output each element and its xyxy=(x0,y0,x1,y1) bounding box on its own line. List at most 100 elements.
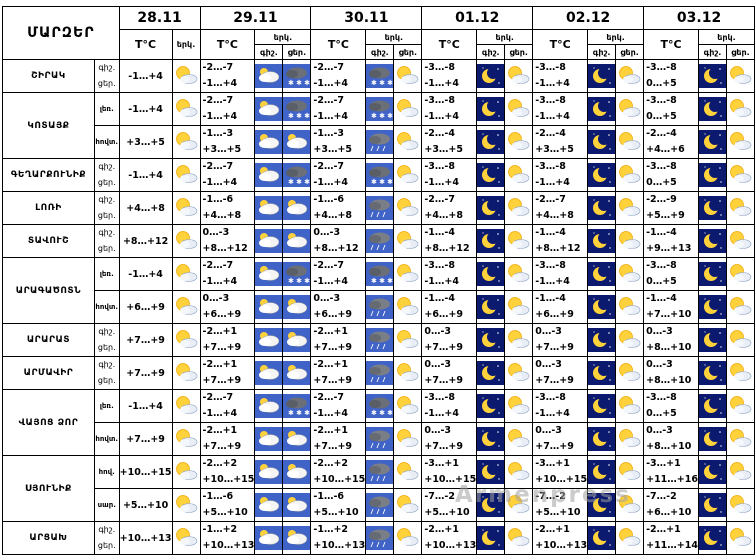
moon-icon xyxy=(477,64,504,88)
night-temp: -1…-4 xyxy=(535,293,566,304)
sun-cloud-icon xyxy=(616,262,643,286)
moon-icon xyxy=(588,493,615,517)
sun-cloud-icon xyxy=(394,460,421,484)
weather-icon-cell: ✱ ✱ ✱ xyxy=(282,389,312,423)
day-header: ցեր. xyxy=(725,44,755,60)
night-temp: -3…+1 xyxy=(535,458,570,469)
moon-icon xyxy=(477,526,504,550)
weather-icon-cell xyxy=(171,323,201,357)
night-temp: -2…-4 xyxy=(424,128,455,139)
temperature-range: -1…-3 +3…+5 xyxy=(199,125,256,159)
table-row: ԿՈՏԱՅՔ լեռ. -1…+4 -2…-7 -1…+4 ✱ ✱ ✱ -2…-7 -1…+4… xyxy=(2,92,755,159)
temp-header: T°C xyxy=(118,29,173,60)
weather-icon-cell xyxy=(171,92,201,126)
weather-icon-cell xyxy=(171,389,201,423)
sun-cloud-icon xyxy=(616,493,643,517)
weather-icon-cell xyxy=(504,125,534,159)
weather-icon-cell xyxy=(697,488,727,522)
cloud-sun-icon xyxy=(255,394,282,418)
weather-icon-cell: ✱ ✱ ✱ xyxy=(365,158,395,192)
sun-cloud-icon xyxy=(394,97,421,121)
subregion-label: հով. xyxy=(93,455,120,489)
night-temp: -1…-6 xyxy=(202,491,234,502)
temperature-range: -3…-8 -1…+4 xyxy=(421,59,478,93)
sun-cloud-icon xyxy=(173,64,200,88)
weather-icon-cell xyxy=(697,224,727,258)
day-temp: -1…+4 xyxy=(535,78,570,89)
moon-icon xyxy=(699,394,726,418)
temperature-range: -1…-4 +6…+9 xyxy=(532,290,589,324)
weather-icon-cell: ✱ ✱ ✱ xyxy=(365,257,395,291)
temperature-range: -7…-2 +5…+10 xyxy=(421,488,478,522)
svg-text:✱ ✱ ✱: ✱ ✱ ✱ xyxy=(288,409,310,417)
night-temp: -3…-8 xyxy=(646,62,677,73)
night-temp: -1…-4 xyxy=(646,293,677,304)
weather-icon-cell xyxy=(504,257,534,291)
temperature-range: 0…-3 +7…+9 xyxy=(532,422,589,456)
night-temp: -1…-3 xyxy=(313,128,344,139)
sky-header: երկ. xyxy=(697,29,755,45)
cloud-sun-icon xyxy=(283,361,310,385)
cloud-sun-icon xyxy=(283,427,310,451)
sun-cloud-icon xyxy=(173,295,200,319)
night-temp: -2…-7 xyxy=(424,194,455,205)
night-header: գիշ. xyxy=(697,44,727,60)
day-temp: -1…+4 xyxy=(424,111,459,122)
weather-icon-cell xyxy=(254,323,284,357)
weather-icon-cell xyxy=(587,323,617,357)
weather-icon-cell xyxy=(393,356,423,390)
date-header: 03.12 xyxy=(643,6,755,30)
weather-icon-cell xyxy=(476,422,506,456)
temperature-range: -2…+1 +10…+13 xyxy=(421,521,478,555)
temperature-range: -2…-4 +3…+5 xyxy=(532,125,589,159)
day-temp: -1…+4 xyxy=(424,177,459,188)
table-row: հովտ. +3…+5 -1…-3 +3…+5 -1…-3 +3…+5 -2…-4 +3…+5… xyxy=(3,125,755,159)
night-temp: 0…-3 xyxy=(535,359,562,370)
weather-icon-cell xyxy=(587,59,617,93)
day-temp: +6…+9 xyxy=(313,309,353,320)
temperature: -1…+4 xyxy=(118,59,173,93)
weather-icon-cell: ✱ ✱ ✱ xyxy=(365,389,395,423)
cloud-rain-icon xyxy=(366,526,393,550)
night-temp: -1…-6 xyxy=(313,491,344,502)
sun-cloud-icon xyxy=(173,163,200,187)
temp-header: T°C xyxy=(421,29,478,60)
night-temp: -1…-3 xyxy=(202,128,234,139)
table-row: ԱՐԱԳԱԾՈՏՆ լեռ. -1…+4 -2…-7 -1…+4 ✱ ✱ ✱ -2…-7 -1… xyxy=(2,257,755,324)
day-temp: -1…+4 xyxy=(313,408,349,419)
night-label: գիշ. xyxy=(98,525,116,534)
table-row: ԼՈՌԻ գիշ. ցեր. +4…+8 -1…-6 +4…+8 -1…-6 +4…+8 -2…… xyxy=(2,191,755,225)
day-temp: +10…+13 xyxy=(313,540,366,551)
sky-header: երկ. xyxy=(254,29,312,45)
cloud-snow-icon: ✱ ✱ ✱ xyxy=(283,262,310,286)
moon-icon xyxy=(477,328,504,352)
day-temp: +10…+13 xyxy=(535,540,588,551)
night-label: գիշ. xyxy=(98,360,116,369)
weather-icon-cell xyxy=(697,158,727,192)
day-temp: +3…+5 xyxy=(424,144,463,155)
weather-icon-cell xyxy=(476,257,506,291)
night-temp: -2…+1 xyxy=(313,326,349,337)
night-temp: -2…-7 xyxy=(202,161,234,172)
weather-icon-cell xyxy=(393,257,423,291)
day-night-labels: գիշ. ցեր. xyxy=(93,356,120,390)
sun-cloud-icon xyxy=(394,526,421,550)
moon-icon xyxy=(588,361,615,385)
day-temp: -1…+4 xyxy=(535,111,570,122)
night-temp: -1…-4 xyxy=(424,227,455,238)
night-temp: -2…-7 xyxy=(202,62,234,73)
svg-text:✱ ✱ ✱: ✱ ✱ ✱ xyxy=(371,409,393,417)
temperature-range: 0…-3 +8…+10 xyxy=(643,323,699,357)
weather-icon-cell xyxy=(725,422,755,456)
day-label: ցեր. xyxy=(97,343,116,352)
moon-icon xyxy=(699,295,726,319)
temperature-range: -1…+2 +10…+13 xyxy=(199,521,256,555)
weather-icon-cell xyxy=(476,488,506,522)
region-name: ԱՐԱԳԱԾՈՏՆ xyxy=(2,257,95,324)
weather-icon-cell xyxy=(697,356,727,390)
cloud-sun-icon xyxy=(255,163,282,187)
day-temp: +5…+10 xyxy=(424,507,470,518)
weather-icon-cell xyxy=(393,488,423,522)
day-label: ցեր. xyxy=(97,211,116,220)
day-temp: +8…+12 xyxy=(424,243,470,254)
